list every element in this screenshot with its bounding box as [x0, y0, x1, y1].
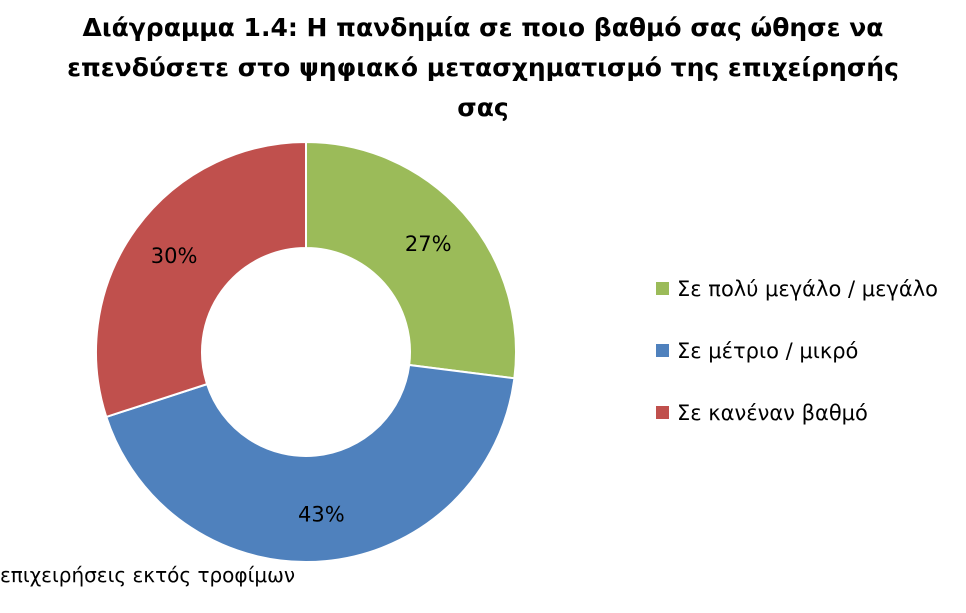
donut-slice-none	[95, 140, 307, 419]
legend-swatch-none	[656, 406, 669, 419]
chart-footnote: επιχειρήσεις εκτός τροφίμων	[0, 563, 296, 587]
legend-swatch-moderate-small	[656, 344, 669, 357]
data-label-none: 30%	[151, 244, 198, 268]
chart-title-line-2: επενδύσετε στο ψηφιακό μετασχηματισμό τη…	[67, 53, 899, 82]
legend-label-moderate-small: Σε μέτριο / μικρό	[677, 338, 859, 363]
legend-item-moderate-small: Σε μέτριο / μικρό	[656, 334, 938, 367]
donut-slice-very-large	[305, 140, 517, 380]
chart-title: Διάγραμμα 1.4: Η πανδημία σε ποιο βαθμό …	[0, 8, 966, 128]
legend-item-very-large: Σε πολύ μεγάλο / μεγάλο	[656, 272, 938, 305]
legend-swatch-very-large	[656, 282, 669, 295]
data-label-very-large: 27%	[405, 232, 452, 256]
chart-legend: Σε πολύ μεγάλο / μεγάλο Σε μέτριο / μικρ…	[656, 272, 938, 458]
donut-slice-moderate-small	[105, 363, 516, 563]
legend-label-very-large: Σε πολύ μεγάλο / μεγάλο	[677, 276, 938, 301]
chart-title-line-1: Διάγραμμα 1.4: Η πανδημία σε ποιο βαθμό …	[82, 13, 884, 42]
legend-label-none: Σε κανέναν βαθμό	[677, 400, 868, 425]
data-label-moderate-small: 43%	[298, 502, 345, 526]
legend-item-none: Σε κανέναν βαθμό	[656, 396, 938, 429]
chart-title-line-3: σας	[457, 93, 509, 122]
